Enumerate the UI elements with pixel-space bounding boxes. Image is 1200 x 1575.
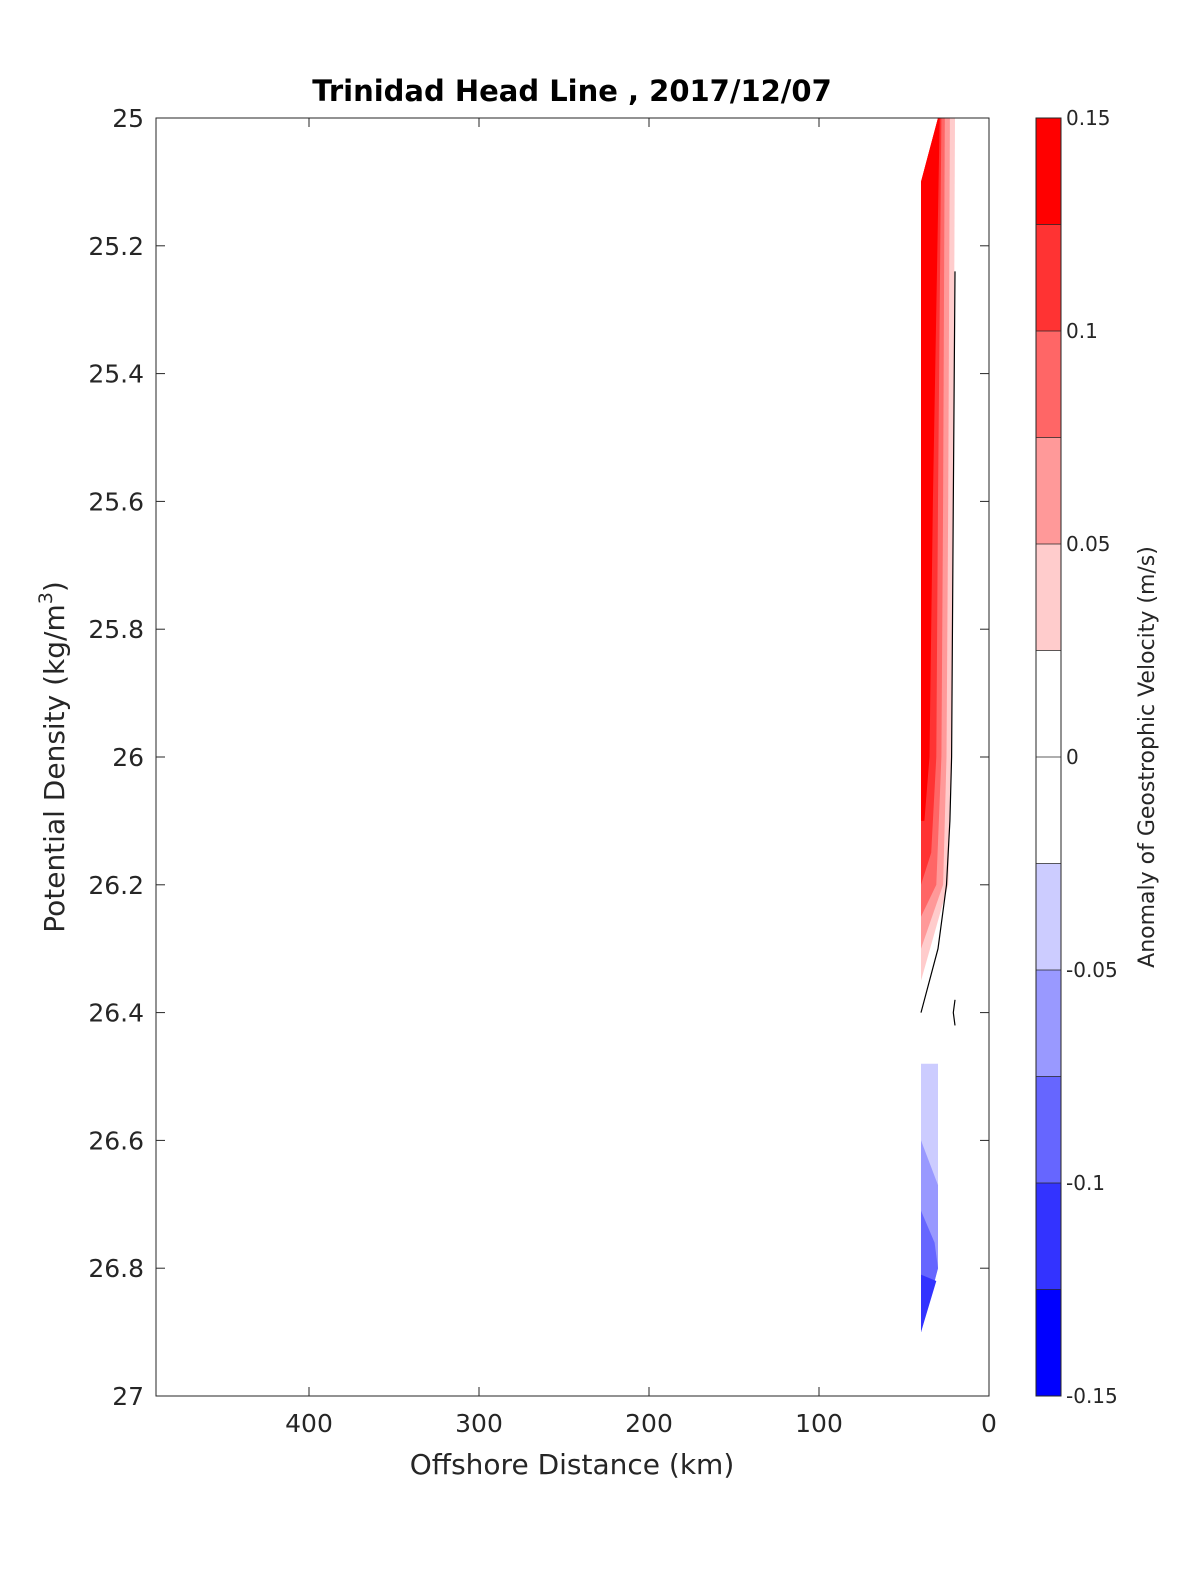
colorbar-label: Anomaly of Geostrophic Velocity (m/s) <box>1135 546 1160 968</box>
colorbar-segment-4 <box>1036 544 1061 651</box>
contour-region-8 <box>921 1274 937 1333</box>
colorbar-segment-0 <box>1036 118 1061 225</box>
colorbar-tick-label: -0.05 <box>1066 958 1118 982</box>
colorbar-segment-9 <box>1036 1076 1061 1184</box>
plot-background <box>156 118 989 1396</box>
x-tick-label: 400 <box>285 1409 333 1438</box>
y-tick-label: 25.6 <box>88 487 144 516</box>
colorbar-segment-6 <box>1036 757 1061 864</box>
colorbar-segment-1 <box>1036 224 1061 332</box>
colorbar-tick-label: -0.15 <box>1066 1384 1118 1408</box>
chart-title: Trinidad Head Line , 2017/12/07 <box>312 74 832 108</box>
y-tick-label: 25.8 <box>88 615 144 644</box>
colorbar-tick-label: 0 <box>1066 745 1079 769</box>
y-axis-ticks: 25 25.2 25.4 25.6 25.8 26 26.2 26.4 26.6 26.8 27 <box>88 104 989 1411</box>
colorbar-segment-10 <box>1036 1183 1061 1290</box>
y-tick-label: 25.4 <box>88 360 144 389</box>
y-axis-label-main: Potential Density (kg/m <box>38 604 71 933</box>
y-axis-label: Potential Density (kg/m3) <box>35 581 71 933</box>
colorbar-frame <box>1035 117 1062 1397</box>
colorbar-tick-label: -0.1 <box>1066 1171 1105 1195</box>
y-tick-label: 26.8 <box>88 1254 144 1283</box>
x-tick-label: 100 <box>795 1409 843 1438</box>
y-tick-label: 26.6 <box>88 1126 144 1155</box>
y-tick-label: 25 <box>112 104 144 133</box>
x-tick-label: 300 <box>455 1409 503 1438</box>
y-tick-label: 25.2 <box>88 232 144 261</box>
colorbar-tick-label: 0.05 <box>1066 532 1111 556</box>
y-tick-label: 27 <box>112 1382 144 1411</box>
x-axis-label: Offshore Distance (km) <box>410 1448 735 1481</box>
contour-regions <box>921 118 955 1333</box>
colorbar-tick-label: 0.1 <box>1066 319 1098 343</box>
colorbar-segment-8 <box>1036 970 1061 1077</box>
y-tick-label: 26.2 <box>88 871 144 900</box>
zero-contour-lines <box>920 271 956 1026</box>
x-tick-label: 0 <box>981 1409 997 1438</box>
y-tick-label: 26.4 <box>88 999 144 1028</box>
y-axis-label-close: ) <box>38 581 71 592</box>
colorbar-segment-5 <box>1036 650 1061 758</box>
colorbar-segment-7 <box>1036 863 1061 971</box>
colorbar-segment-11 <box>1036 1289 1061 1397</box>
x-axis-ticks: 400 300 200 100 0 <box>285 118 997 1438</box>
y-tick-label: 26 <box>112 743 144 772</box>
colorbar-segment-3 <box>1036 437 1061 545</box>
contour-region-4 <box>921 118 940 821</box>
zero-contour-line-1 <box>952 999 956 1026</box>
x-tick-label: 200 <box>625 1409 673 1438</box>
colorbar: 0.15 0.1 0.05 0 -0.05 -0.1 -0.15 <box>1035 106 1118 1408</box>
y-axis-label-superscript: 3 <box>35 592 57 604</box>
colorbar-tick-label: 0.15 <box>1066 106 1111 130</box>
zero-contour-line-0 <box>920 271 956 1013</box>
colorbar-segment-2 <box>1036 331 1061 438</box>
